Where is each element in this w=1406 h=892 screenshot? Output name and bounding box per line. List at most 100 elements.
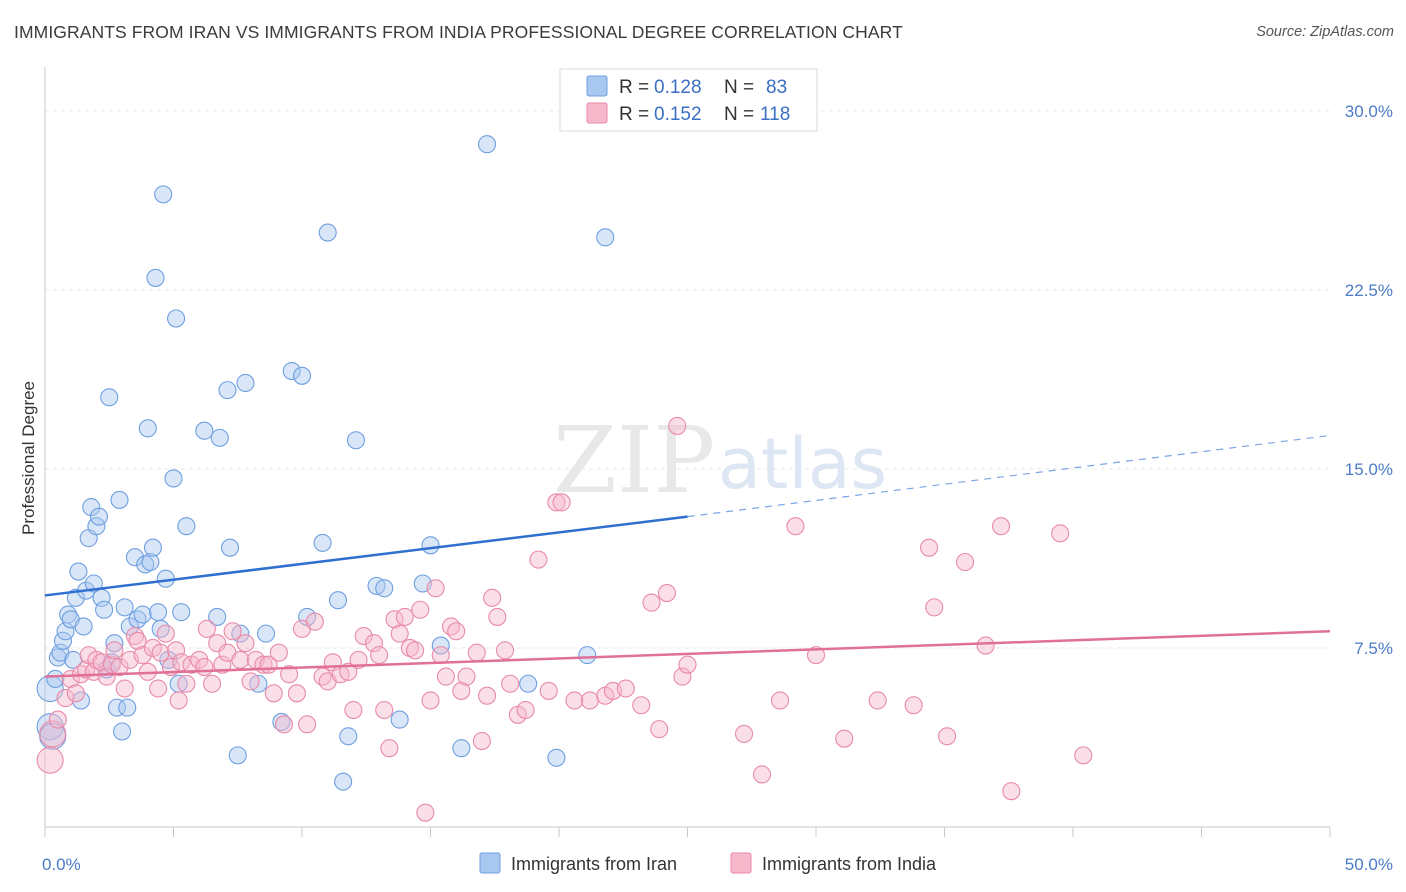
watermark-atlas: atlas [718,423,887,505]
point-iran-53 [210,428,229,447]
point-iran-14 [74,617,93,636]
point-india-25 [156,624,175,643]
point-india-112 [868,691,887,710]
point-india-42 [241,672,260,691]
point-india-78 [447,622,466,641]
point-india-61 [354,626,373,646]
point-india-82 [472,732,491,751]
point-india-16 [115,679,134,698]
point-iran-26 [105,634,124,653]
point-india-19 [128,631,147,650]
point-india-59 [344,700,363,720]
point-iran-28 [110,490,129,509]
point-india-15 [110,658,129,677]
point-iran-4 [48,648,67,667]
point-india-79 [452,681,471,700]
x-tick-label-max: 50.0% [1345,855,1393,874]
point-india-109 [786,517,805,536]
point-iran-22 [95,600,114,619]
point-iran-62 [282,361,301,381]
bottom-legend-label-india: Immigrants from India [762,854,937,874]
trend-line-iran [44,515,688,597]
y-tick-labels: 7.5% 15.0% 22.5% 30.0% [1345,102,1393,658]
point-iran-11 [66,588,85,607]
point-india-50 [287,684,306,703]
point-iran-50 [177,517,196,536]
x-tick-label-min: 0.0% [42,855,81,874]
point-iran-78 [477,135,497,154]
point-india-47 [269,643,288,662]
point-india-93 [552,493,571,512]
point-india-0 [36,746,64,774]
point-india-95 [580,691,599,710]
point-india-64 [375,700,394,720]
point-india-76 [436,667,455,686]
point-india-49 [280,665,299,684]
point-india-18 [125,626,144,646]
point-india-83 [477,686,497,705]
point-iran-51 [195,421,214,440]
point-iran-20 [89,507,109,526]
legend-r-label-india: R = [619,104,649,125]
point-india-92 [547,493,566,512]
source-credit: Source: ZipAtlas.com [1256,24,1394,40]
point-india-65 [380,739,399,758]
point-iran-82 [596,228,615,247]
point-iran-69 [339,727,358,746]
point-india-37 [213,655,232,674]
point-india-27 [167,641,186,660]
point-iran-77 [452,739,471,758]
point-india-63 [370,646,389,665]
point-iran-60 [256,624,276,643]
point-iran-30 [115,598,134,617]
legend-swatch-iran [586,75,608,97]
legend-r-value-iran: 0.128 [654,77,702,98]
point-iran-68 [334,772,353,791]
point-iran-46 [164,469,183,488]
point-iran-41 [149,603,168,622]
point-india-110 [806,646,826,665]
point-iran-80 [547,748,566,767]
point-india-77 [442,617,461,636]
point-india-67 [390,624,409,643]
point-iran-66 [318,223,337,242]
point-iran-39 [143,538,162,557]
point-india-34 [197,619,216,638]
point-india-3 [56,689,75,708]
point-india-90 [529,550,548,569]
point-india-113 [904,696,923,715]
point-india-73 [421,691,440,710]
point-iran-58 [236,373,255,393]
point-india-91 [539,681,558,700]
point-iran-67 [328,591,348,610]
point-india-81 [467,643,486,662]
point-india-75 [431,646,450,665]
point-iran-55 [220,538,240,557]
legend-n-label-india: N = [724,104,754,125]
legend-box: R = 0.128 N = 83 R = 0.152 N = 118 [559,68,818,132]
point-india-85 [488,607,507,626]
series-india-points [36,416,1093,822]
point-india-84 [483,588,502,607]
point-india-14 [105,641,124,660]
point-iran-75 [421,536,440,555]
point-iran-81 [578,646,597,665]
point-india-24 [151,643,170,662]
point-india-108 [770,691,790,710]
point-india-62 [364,634,384,653]
y-tick-label-2: 22.5% [1345,281,1393,300]
point-india-87 [501,674,520,693]
point-india-23 [149,679,168,698]
point-iran-73 [390,710,409,729]
point-india-54 [313,667,332,686]
point-india-35 [203,674,222,693]
point-india-86 [495,641,515,660]
legend-n-value-india: 118 [760,104,790,125]
chart-title: IMMIGRANTS FROM IRAN VS IMMIGRANTS FROM … [14,22,903,42]
point-iran-3 [46,669,65,689]
point-iran-35 [133,605,152,624]
trend-line-india [44,629,1331,678]
point-india-46 [264,684,283,703]
point-india-105 [678,655,697,674]
point-iran-52 [208,607,227,626]
